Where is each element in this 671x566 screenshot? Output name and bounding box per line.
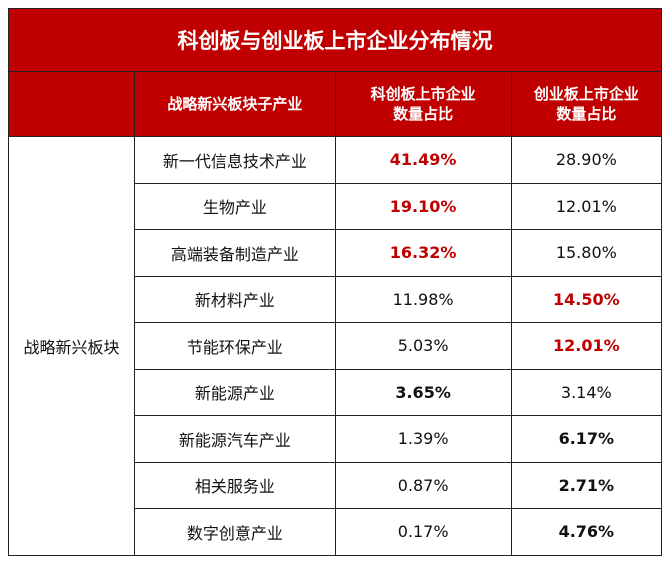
table-title: 科创板与创业板上市企业分布情况 — [8, 8, 662, 72]
header-star-market: 科创板上市企业 数量占比 — [334, 71, 512, 137]
category-cell: 战略新兴板块 — [7, 136, 136, 556]
industry-cell: 生物产业 — [134, 182, 336, 230]
star-share-cell: 11.98% — [334, 275, 512, 323]
industry-cell: 新材料产业 — [134, 275, 336, 323]
table-row: 生物产业 19.10% 12.01% — [9, 182, 663, 230]
table-row: 新能源汽车产业 1.39% 6.17% — [9, 415, 663, 463]
header-line: 创业板上市企业 — [533, 85, 639, 103]
industry-cell: 新能源汽车产业 — [134, 415, 336, 463]
table-row: 相关服务业 0.87% 2.71% — [9, 461, 663, 509]
gem-share-cell: 14.50% — [510, 275, 663, 323]
table-row: 节能环保产业 5.03% 12.01% — [9, 322, 663, 370]
table-row: 战略新兴板块 新一代信息技术产业 41.49% 28.90% — [7, 136, 663, 556]
table-row: 高端装备制造产业 16.32% 15.80% — [9, 229, 663, 277]
header-line: 数量占比 — [556, 105, 617, 123]
star-share-cell: 16.32% — [334, 229, 512, 277]
star-share-cell: 0.87% — [334, 461, 512, 509]
industry-cell: 新能源产业 — [134, 368, 336, 416]
table-row: 数字创意产业 0.17% 4.76% — [9, 508, 663, 556]
industry-cell: 新一代信息技术产业 — [134, 136, 336, 184]
industry-cell: 数字创意产业 — [134, 508, 336, 556]
industry-cell: 相关服务业 — [134, 461, 336, 509]
gem-share-cell: 15.80% — [510, 229, 663, 277]
star-share-cell: 0.17% — [334, 508, 512, 556]
gem-share-cell: 12.01% — [510, 322, 663, 370]
gem-share-cell: 4.76% — [510, 508, 663, 556]
header-line: 科创板上市企业 — [370, 85, 476, 103]
star-share-cell: 1.39% — [334, 415, 512, 463]
gem-share-cell: 12.01% — [510, 182, 663, 230]
star-share-cell: 3.65% — [334, 368, 512, 416]
gem-share-cell: 2.71% — [510, 461, 663, 509]
header-line: 数量占比 — [393, 105, 454, 123]
table-row: 新材料产业 11.98% 14.50% — [9, 275, 663, 323]
gem-share-cell: 28.90% — [510, 136, 663, 184]
table-row: 新能源产业 3.65% 3.14% — [9, 368, 663, 416]
star-share-cell: 41.49% — [334, 136, 512, 184]
industry-cell: 节能环保产业 — [134, 322, 336, 370]
industry-cell: 高端装备制造产业 — [134, 229, 336, 277]
star-share-cell: 5.03% — [334, 322, 512, 370]
header-industry: 战略新兴板块子产业 — [134, 71, 336, 137]
header-gem: 创业板上市企业 数量占比 — [510, 71, 663, 137]
header-empty — [7, 71, 136, 137]
star-share-cell: 19.10% — [334, 182, 512, 230]
gem-share-cell: 3.14% — [510, 368, 663, 416]
distribution-table: 科创板与创业板上市企业分布情况 战略新兴板块子产业 科创板上市企业 数量占比 创业… — [7, 8, 663, 556]
gem-share-cell: 6.17% — [510, 415, 663, 463]
